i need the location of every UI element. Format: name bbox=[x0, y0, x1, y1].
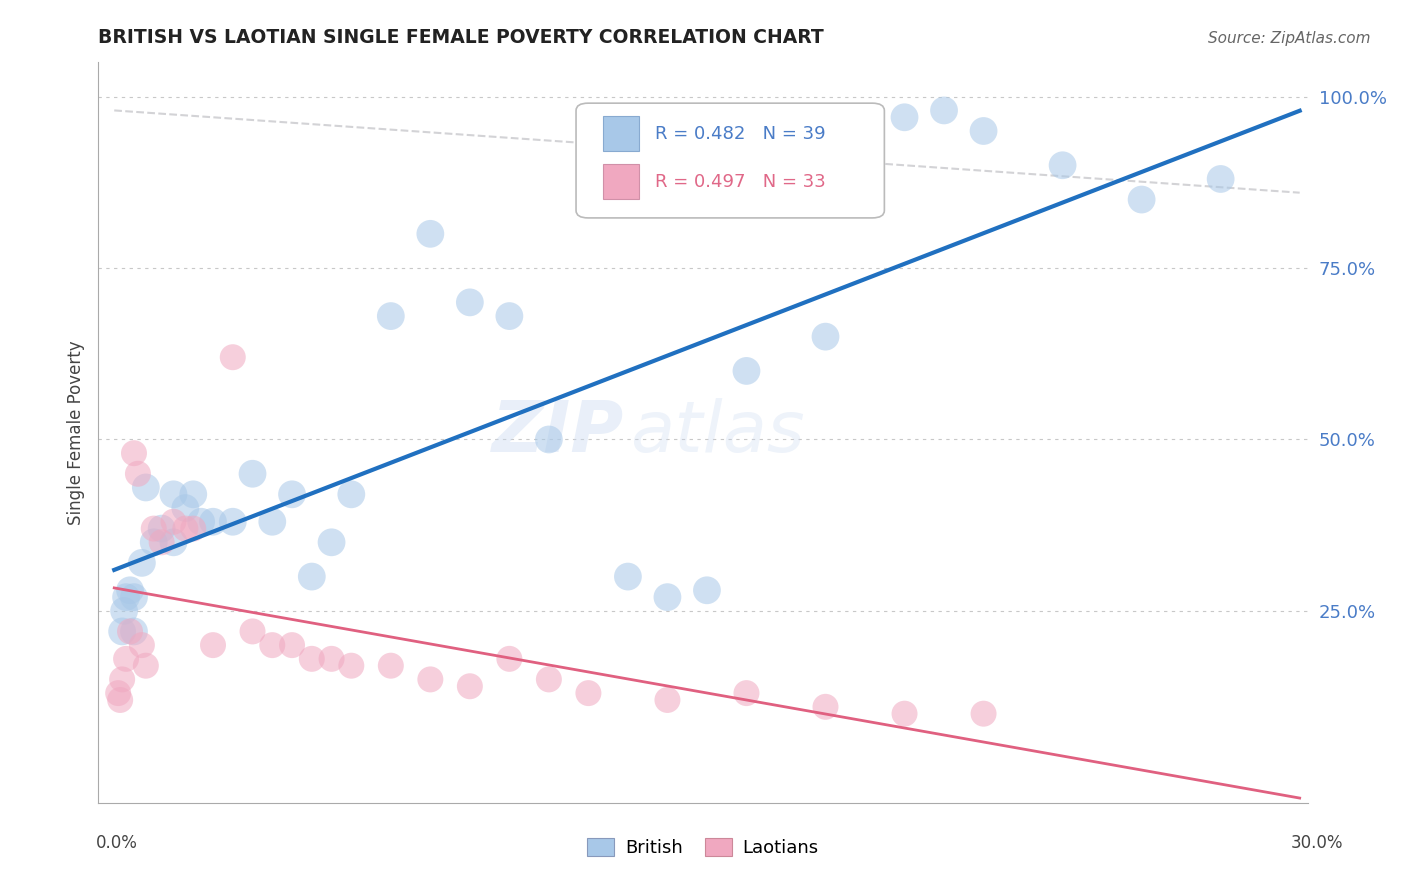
Point bbox=[107, 686, 129, 700]
Point bbox=[122, 590, 145, 604]
Point bbox=[735, 364, 758, 378]
Point bbox=[537, 673, 560, 687]
Point bbox=[380, 309, 402, 323]
Point bbox=[498, 652, 520, 666]
Point bbox=[932, 103, 955, 118]
Point bbox=[696, 583, 718, 598]
Legend: British, Laotians: British, Laotians bbox=[581, 830, 825, 864]
Point bbox=[135, 480, 157, 494]
Point bbox=[262, 638, 284, 652]
Point bbox=[576, 686, 599, 700]
Point bbox=[142, 522, 165, 536]
Point bbox=[281, 487, 304, 501]
FancyBboxPatch shape bbox=[603, 116, 638, 152]
Point bbox=[321, 535, 343, 549]
Point bbox=[893, 110, 915, 124]
Point bbox=[419, 673, 441, 687]
Text: R = 0.497   N = 33: R = 0.497 N = 33 bbox=[655, 173, 825, 191]
Text: 30.0%: 30.0% bbox=[1291, 834, 1343, 852]
Point bbox=[973, 124, 995, 138]
Point bbox=[127, 467, 149, 481]
Point bbox=[174, 501, 197, 516]
Point bbox=[135, 658, 157, 673]
Point bbox=[458, 295, 481, 310]
Point bbox=[498, 309, 520, 323]
Point bbox=[340, 487, 363, 501]
Point bbox=[174, 522, 197, 536]
Point bbox=[301, 569, 323, 583]
Point bbox=[1052, 158, 1074, 172]
FancyBboxPatch shape bbox=[576, 103, 884, 218]
Point bbox=[122, 446, 145, 460]
Point bbox=[1209, 172, 1232, 186]
Point bbox=[131, 638, 153, 652]
Point bbox=[419, 227, 441, 241]
Point bbox=[112, 604, 135, 618]
Point bbox=[242, 467, 264, 481]
Text: 0.0%: 0.0% bbox=[96, 834, 138, 852]
FancyBboxPatch shape bbox=[603, 164, 638, 200]
Point bbox=[150, 522, 173, 536]
Point bbox=[222, 515, 245, 529]
Point bbox=[162, 487, 184, 501]
Point bbox=[893, 706, 915, 721]
Point bbox=[657, 590, 679, 604]
Text: Source: ZipAtlas.com: Source: ZipAtlas.com bbox=[1208, 31, 1371, 46]
Point bbox=[657, 693, 679, 707]
Y-axis label: Single Female Poverty: Single Female Poverty bbox=[66, 341, 84, 524]
Point bbox=[1130, 193, 1153, 207]
Point bbox=[973, 706, 995, 721]
Point bbox=[181, 487, 204, 501]
Point bbox=[735, 686, 758, 700]
Point bbox=[142, 535, 165, 549]
Point bbox=[190, 515, 212, 529]
Point bbox=[118, 583, 141, 598]
Text: BRITISH VS LAOTIAN SINGLE FEMALE POVERTY CORRELATION CHART: BRITISH VS LAOTIAN SINGLE FEMALE POVERTY… bbox=[98, 28, 824, 47]
Point bbox=[262, 515, 284, 529]
Point bbox=[122, 624, 145, 639]
Point bbox=[301, 652, 323, 666]
Point bbox=[814, 329, 837, 343]
Point bbox=[617, 569, 640, 583]
Point bbox=[458, 679, 481, 693]
Point bbox=[131, 556, 153, 570]
Point bbox=[281, 638, 304, 652]
Point bbox=[115, 652, 138, 666]
Point bbox=[202, 515, 225, 529]
Point bbox=[222, 350, 245, 364]
Point bbox=[162, 535, 184, 549]
Point bbox=[242, 624, 264, 639]
Point bbox=[380, 658, 402, 673]
Text: atlas: atlas bbox=[630, 398, 806, 467]
Text: R = 0.482   N = 39: R = 0.482 N = 39 bbox=[655, 125, 825, 143]
Point bbox=[340, 658, 363, 673]
Point bbox=[162, 515, 184, 529]
Point bbox=[202, 638, 225, 652]
Point bbox=[181, 522, 204, 536]
Point bbox=[115, 590, 138, 604]
Point bbox=[118, 624, 141, 639]
Point bbox=[814, 699, 837, 714]
Point bbox=[111, 673, 134, 687]
Point bbox=[537, 433, 560, 447]
Point bbox=[321, 652, 343, 666]
Point bbox=[108, 693, 131, 707]
Point bbox=[150, 535, 173, 549]
Point bbox=[111, 624, 134, 639]
Text: ZIP: ZIP bbox=[492, 398, 624, 467]
